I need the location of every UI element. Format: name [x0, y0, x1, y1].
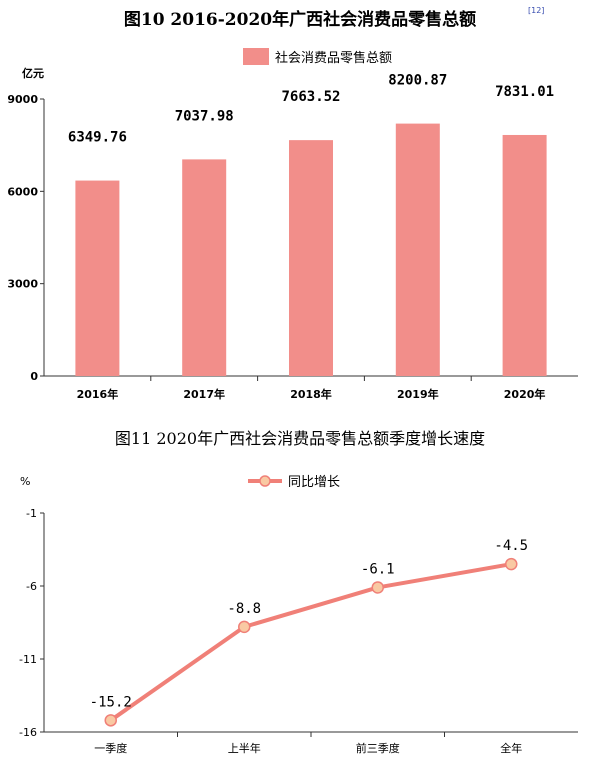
chart1-title-footnote[interactable]: [12]: [528, 6, 544, 15]
chart1-bar: [182, 159, 227, 376]
chart1-x-tick-label: 2020年: [504, 387, 546, 401]
chart2-y-tick-label: -1: [26, 507, 37, 520]
chart1-y-tick-label: 9000: [7, 93, 38, 106]
chart2-y-tick-label: -16: [19, 726, 37, 739]
chart1-bar: [395, 123, 440, 376]
chart1-unit-label: 亿元: [22, 66, 44, 80]
chart1-title: 图10 2016-2020年广西社会消费品零售总额: [124, 9, 476, 30]
chart2-point: [238, 620, 251, 634]
chart1-legend-swatch: [243, 48, 269, 65]
chart1-bar: [502, 134, 547, 376]
chart2-data-label: -4.5: [494, 538, 528, 554]
chart2-axes: -1 -6 -11 -16 一季度 上半年 前三季度 全年: [19, 507, 578, 755]
chart2-point: [371, 581, 384, 594]
chart1-data-label: 7037.98: [175, 108, 234, 124]
chart1-data-label: 8200.87: [388, 73, 447, 89]
chart2-x-tick-label: 上半年: [228, 741, 261, 755]
chart2-data-label: -8.8: [227, 601, 261, 617]
chart1-y-tick-label: 0: [30, 370, 38, 383]
chart1-x-tick-label: 2016年: [77, 387, 119, 401]
chart2-unit-label: %: [20, 475, 30, 488]
chart2-x-tick-label: 全年: [500, 741, 522, 755]
chart2-x-tick-label: 一季度: [94, 741, 127, 755]
chart2-y-tick-label: -6: [26, 580, 37, 593]
chart1-x-tick-label: 2018年: [290, 387, 332, 401]
chart2-title: 图11 2020年广西社会消费品零售总额季度增长速度: [115, 429, 485, 448]
chart1-data-label: 6349.76: [68, 130, 127, 146]
chart1-bar: [289, 140, 333, 376]
chart2-point: [505, 557, 518, 571]
chart1-legend-label: 社会消费品零售总额: [275, 50, 392, 66]
chart1-data-label: 7831.01: [495, 84, 554, 100]
chart1-x-tick-label: 2019年: [397, 387, 439, 401]
chart1-y-tick-label: 6000: [7, 185, 38, 198]
chart2-series: -15.2 -8.8 -6.1 -4.5: [90, 538, 528, 727]
chart2-legend-label: 同比增长: [288, 475, 340, 490]
chart2-x-tick-label: 前三季度: [356, 741, 400, 755]
chart2-data-label: -6.1: [361, 561, 395, 577]
chart2-data-label: -15.2: [90, 694, 132, 710]
chart2-y-tick-label: -11: [19, 653, 37, 666]
chart2-point: [104, 714, 117, 727]
chart1-data-label: 7663.52: [281, 89, 340, 105]
chart2-series-line: [109, 562, 512, 722]
chart1-y-tick-label: 3000: [7, 278, 38, 291]
chart1-bars: 6349.76 7037.98 7663.52 8200.87 7831.01: [68, 73, 554, 376]
chart1-bar: [75, 180, 120, 376]
chart1-axes: 0 3000 6000 9000 2016年 2017年 2018年 2019年 2020年: [7, 93, 578, 401]
chart1-x-tick-label: 2017年: [183, 387, 225, 401]
chart2-legend-marker: [259, 475, 271, 487]
